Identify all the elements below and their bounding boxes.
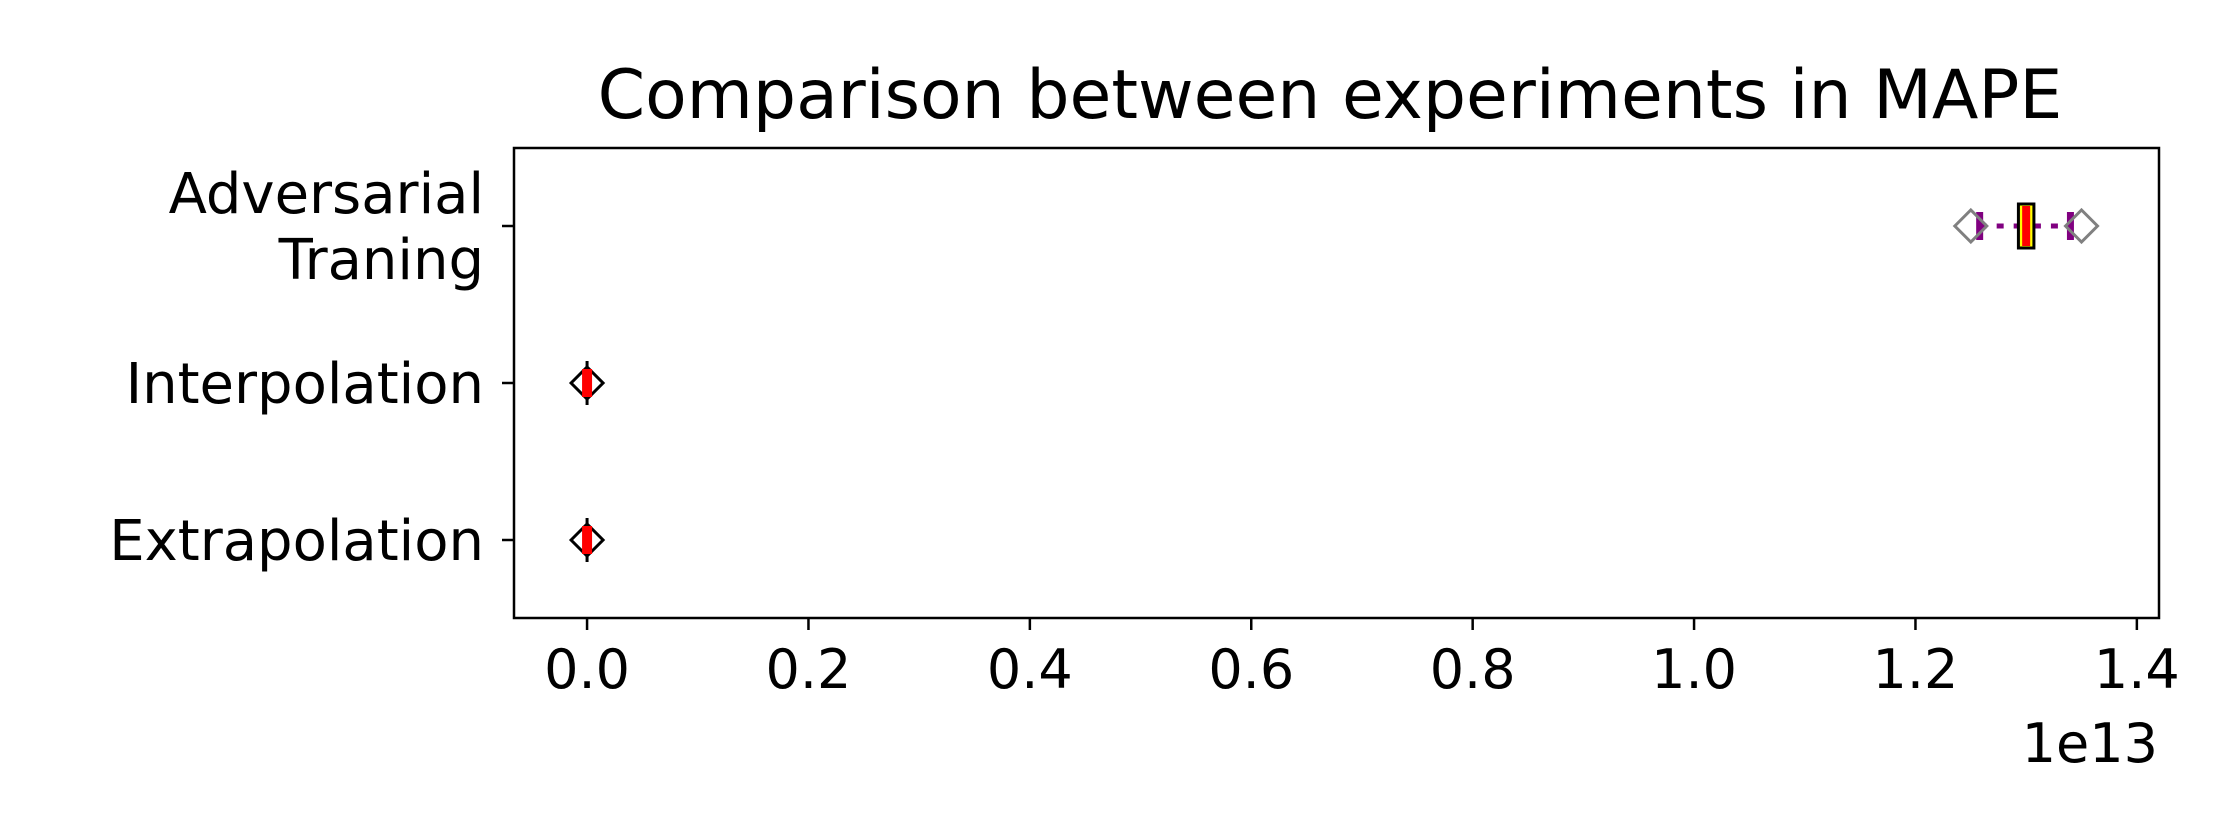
x-tick-label: 1.2	[1873, 638, 1959, 701]
x-axis-scale-label: 1e13	[2022, 712, 2158, 775]
axes-layer: 0.0 0.2 0.4 0.6 0.8 1.0 1.2 1.4 Adversarial Trani…	[109, 162, 2180, 701]
x-tick-label: 0.6	[1208, 638, 1294, 701]
flier-marker	[2063, 207, 2100, 245]
y-tick-label: Interpolation	[126, 352, 484, 417]
x-tick-label: 0.0	[544, 638, 630, 701]
flier-marker	[568, 364, 606, 402]
x-tick-label: 0.4	[987, 638, 1073, 701]
plot-area-frame	[512, 146, 2161, 620]
x-tick-label: 0.2	[766, 638, 852, 701]
boxes-layer	[568, 202, 2100, 562]
x-tick-label: 1.4	[2094, 638, 2180, 701]
x-tick-label: 1.0	[1651, 638, 1737, 701]
chart-title: Comparison between experiments in MAPE	[598, 56, 2063, 135]
x-tick-label: 0.8	[1430, 638, 1516, 701]
flier-marker	[568, 521, 606, 559]
y-tick-label: Adversarial Traning	[169, 162, 484, 293]
flier-marker	[1952, 207, 1989, 245]
y-tick-label: Extrapolation	[109, 509, 484, 574]
